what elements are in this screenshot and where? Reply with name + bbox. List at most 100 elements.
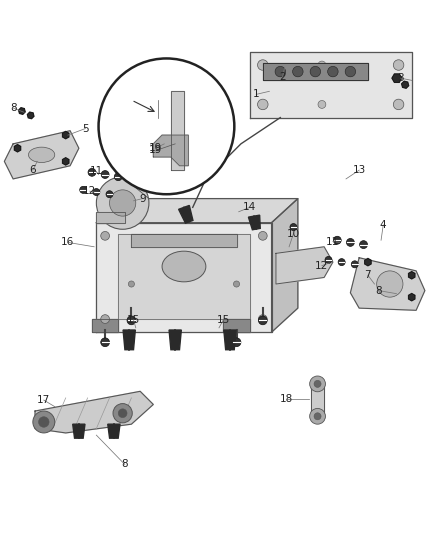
Circle shape	[113, 403, 132, 423]
Circle shape	[80, 187, 87, 193]
Circle shape	[318, 101, 326, 108]
Text: 17: 17	[37, 395, 50, 405]
Polygon shape	[392, 74, 402, 82]
Text: 5: 5	[82, 124, 89, 134]
Text: 3: 3	[397, 73, 404, 83]
Polygon shape	[92, 319, 118, 332]
Polygon shape	[223, 319, 250, 332]
Circle shape	[325, 256, 332, 263]
Polygon shape	[118, 233, 250, 319]
Circle shape	[101, 314, 110, 324]
Polygon shape	[96, 212, 125, 223]
Circle shape	[346, 238, 354, 246]
Polygon shape	[171, 91, 184, 170]
Text: 12: 12	[315, 261, 328, 271]
Circle shape	[233, 281, 240, 287]
Text: 8: 8	[375, 286, 382, 296]
Polygon shape	[35, 391, 153, 433]
Polygon shape	[409, 294, 415, 301]
Circle shape	[258, 231, 267, 240]
Polygon shape	[248, 215, 260, 230]
Circle shape	[99, 59, 234, 194]
Polygon shape	[402, 81, 409, 88]
Circle shape	[258, 99, 268, 110]
Text: 8: 8	[10, 103, 17, 113]
Circle shape	[393, 99, 404, 110]
Circle shape	[96, 177, 149, 229]
Text: 12: 12	[83, 186, 96, 196]
Circle shape	[310, 408, 325, 424]
Text: 18: 18	[280, 394, 293, 404]
Circle shape	[101, 231, 110, 240]
Polygon shape	[365, 259, 371, 266]
Text: 10: 10	[287, 229, 300, 239]
Text: 4: 4	[380, 220, 387, 230]
Text: 13: 13	[353, 165, 366, 175]
Circle shape	[88, 168, 96, 176]
Circle shape	[393, 60, 404, 70]
Circle shape	[333, 236, 341, 244]
Text: 8: 8	[121, 459, 128, 470]
Polygon shape	[263, 63, 368, 80]
Polygon shape	[19, 108, 25, 114]
Text: 11: 11	[326, 237, 339, 247]
Circle shape	[290, 223, 297, 231]
Circle shape	[351, 261, 358, 268]
Polygon shape	[108, 424, 120, 438]
Circle shape	[338, 259, 345, 265]
Polygon shape	[311, 383, 324, 418]
Circle shape	[106, 191, 113, 198]
Circle shape	[110, 190, 136, 216]
Circle shape	[314, 413, 321, 420]
Circle shape	[33, 411, 55, 433]
Polygon shape	[73, 424, 85, 438]
Polygon shape	[14, 144, 21, 152]
Circle shape	[318, 61, 326, 69]
Circle shape	[310, 376, 325, 392]
Circle shape	[258, 316, 267, 325]
Circle shape	[39, 417, 49, 427]
Polygon shape	[179, 205, 193, 223]
Polygon shape	[153, 135, 188, 166]
Polygon shape	[350, 258, 425, 310]
Text: 7: 7	[364, 270, 371, 280]
Circle shape	[101, 338, 110, 346]
Text: 9: 9	[139, 193, 146, 204]
Text: 1: 1	[253, 90, 260, 99]
Polygon shape	[250, 52, 412, 118]
Ellipse shape	[377, 271, 403, 297]
Text: 19: 19	[149, 146, 162, 156]
Circle shape	[345, 66, 356, 77]
Polygon shape	[123, 330, 135, 350]
Polygon shape	[131, 233, 237, 247]
Circle shape	[310, 66, 321, 77]
Polygon shape	[63, 132, 69, 139]
Text: 15: 15	[127, 315, 140, 325]
Circle shape	[328, 66, 338, 77]
Circle shape	[258, 314, 267, 324]
Text: 15: 15	[217, 315, 230, 325]
Polygon shape	[169, 330, 181, 350]
Polygon shape	[96, 199, 298, 223]
Text: 14: 14	[243, 203, 256, 212]
Circle shape	[360, 241, 367, 248]
Circle shape	[101, 171, 109, 179]
Circle shape	[114, 173, 122, 181]
Circle shape	[258, 60, 268, 70]
Text: 19: 19	[149, 143, 162, 154]
Circle shape	[275, 66, 286, 77]
Polygon shape	[224, 330, 236, 350]
Polygon shape	[4, 131, 79, 179]
Circle shape	[128, 281, 134, 287]
Text: 6: 6	[29, 165, 36, 175]
Circle shape	[293, 66, 303, 77]
Polygon shape	[276, 247, 333, 284]
Polygon shape	[63, 158, 69, 165]
Circle shape	[93, 189, 100, 196]
Polygon shape	[96, 223, 272, 332]
Circle shape	[314, 381, 321, 387]
Text: 2: 2	[279, 72, 286, 82]
Ellipse shape	[28, 147, 55, 163]
Polygon shape	[272, 199, 298, 332]
Circle shape	[118, 409, 127, 418]
